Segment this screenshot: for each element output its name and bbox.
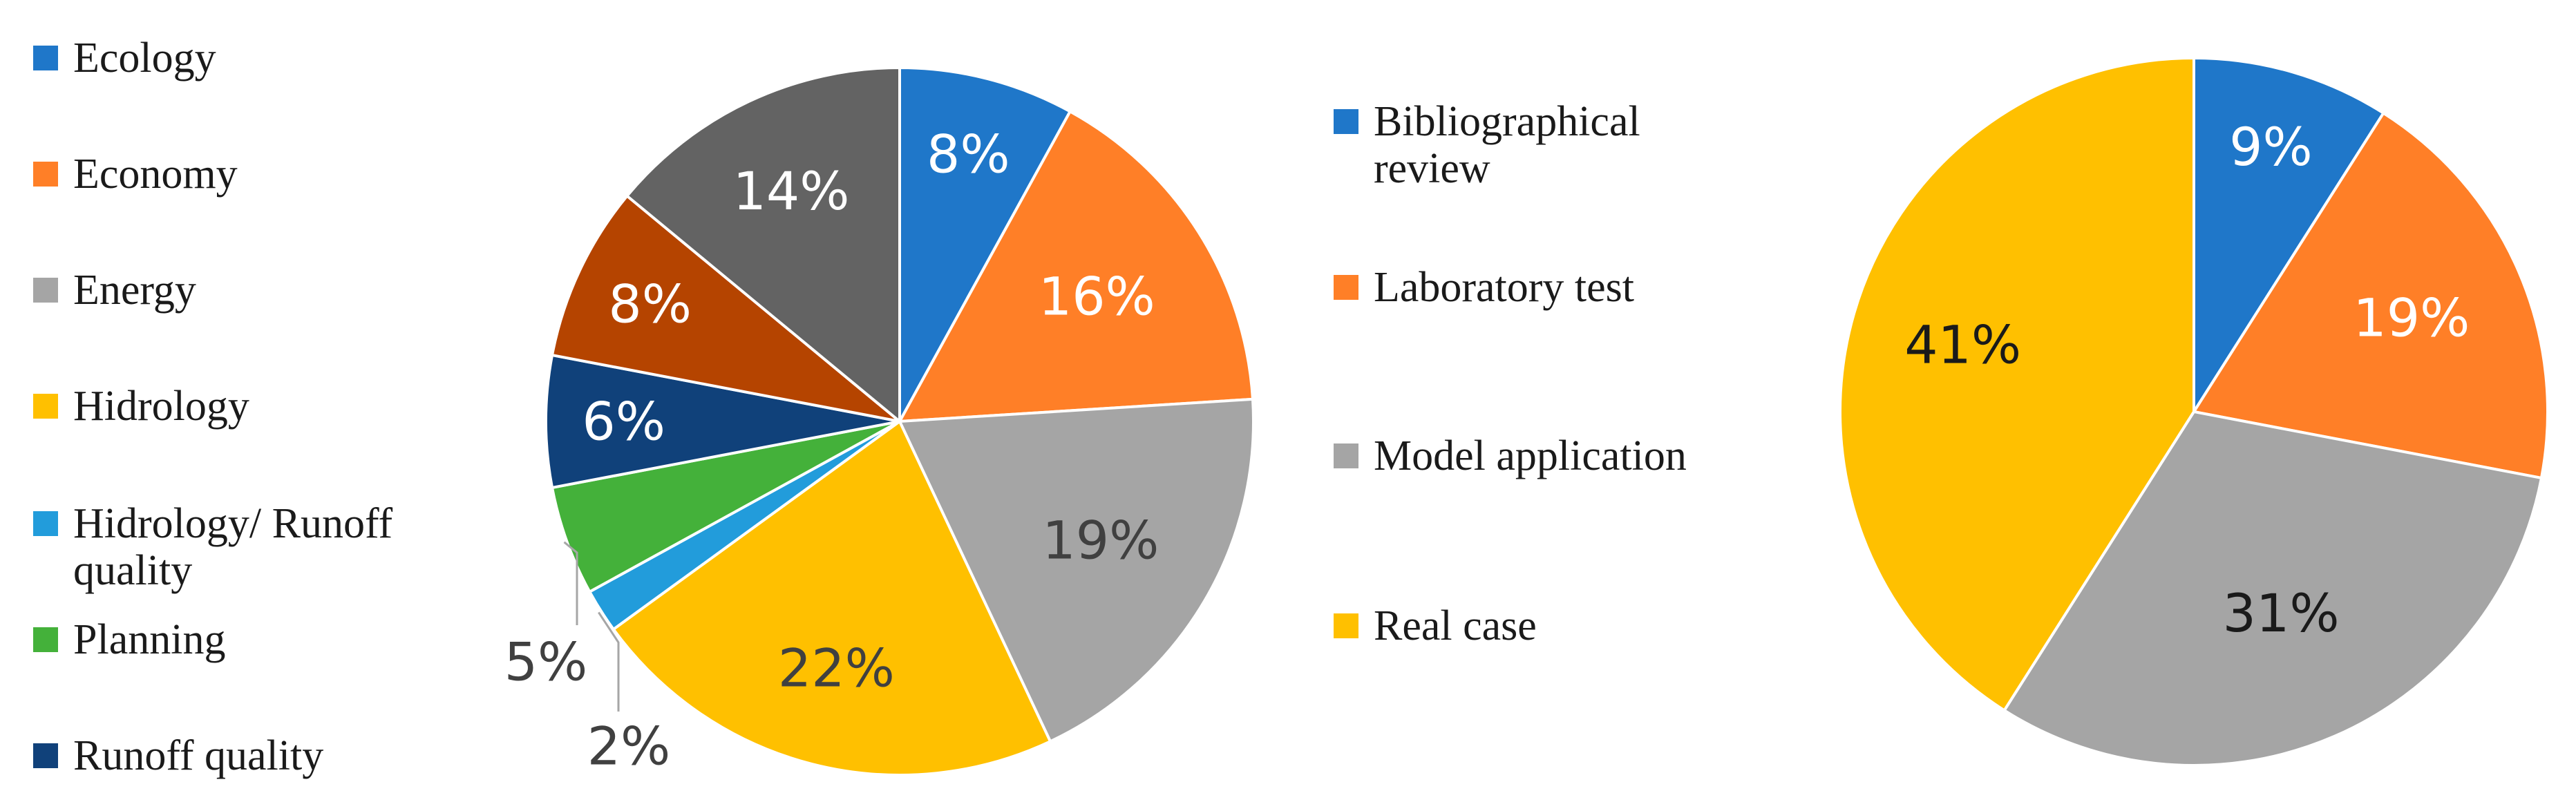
pie-slice-runoff-quality [544,353,900,490]
legend-topics: Ecology Economy Energy Hidrology Hidrology/ … [33,35,392,779]
data-label-unlabeled-7: 8% [608,273,692,334]
legend-swatch-planning [33,627,58,652]
pie-slice-ecology [898,66,1072,422]
legend-swatch-model-application [1334,443,1358,468]
legend-swatch-bibliographical [1334,109,1358,134]
legend-label-economy: Economy [73,151,238,198]
legend-label-runoff-quality: Runoff quality [73,732,323,779]
legend-label-planning: Planning [73,616,225,663]
legend-swatch-economy [33,162,58,187]
pie-slice-unlabeled-8 [625,66,901,425]
data-label-ecology: 8% [927,124,1010,185]
pie-slice-planning [550,420,900,594]
legend-swatch-ecology [33,46,58,70]
pie-slice-hidrology [611,419,1052,776]
legend-label-line2-quality: quality [73,547,192,594]
data-label-hidrology: 22% [778,638,895,699]
data-label-real-case: 41% [1904,314,2021,375]
legend-swatch-laboratory-test [1334,275,1358,300]
pie-slice-bibliographical-review [2193,56,2386,417]
data-label-unlabeled-8: 14% [733,160,850,222]
data-label-runoff-quality: 6% [582,391,665,452]
legend-swatch-hidrology-runoff [33,511,58,536]
data-label-energy: 19% [1042,510,1159,571]
legend-swatch-hidrology [33,394,58,419]
pie-chart-topics: 8% 16% 19% 22% 2% 5% 6% 8% 14% [504,66,1255,777]
legend-swatch-real-case [1334,613,1358,638]
legend-label-real-case: Real case [1374,602,1537,649]
legend-label-energy: Energy [73,267,196,314]
pie-slice-energy [897,397,1255,743]
leader-line [598,611,620,712]
data-label-economy: 16% [1039,265,1155,327]
leader-line [563,541,578,625]
legend-label-bibliographical: Bibliographical [1374,98,1640,145]
pie-chart-methods: 9% 19% 31% 41% [1839,56,2549,767]
data-label-laboratory-test: 19% [2353,287,2470,348]
legend-label-hidrology-runoff: Hidrology/ Runoff [73,500,392,547]
pie-slice-economy [897,109,1255,423]
data-label-bibliographical-review: 9% [2229,116,2313,178]
data-label-hidrology-runoff-quality: 2% [587,716,671,777]
pie-slice-laboratory-test [2191,111,2549,480]
legend-swatch-runoff-quality [33,743,58,768]
data-label-model-application: 31% [2223,582,2340,644]
legend-label-ecology: Ecology [73,35,216,82]
legend-swatch-energy [33,278,58,303]
pie-slice-real-case [1839,56,2195,713]
legend-label-hidrology: Hidrology [73,383,249,430]
pie-slice-unlabeled-7 [550,193,901,423]
legend-label-line2-review: review [1374,145,1490,192]
data-label-planning: 5% [504,631,588,693]
legend-label-model-application: Model application [1374,432,1687,479]
legend-label-laboratory-test: Laboratory test [1374,264,1634,311]
